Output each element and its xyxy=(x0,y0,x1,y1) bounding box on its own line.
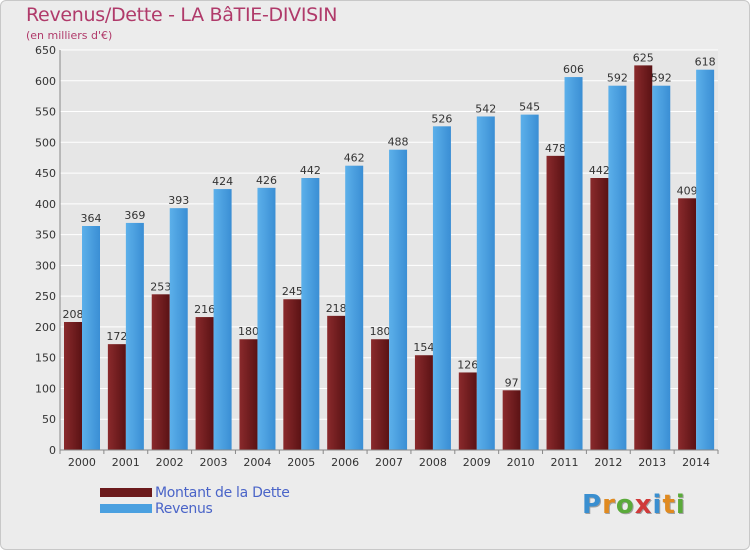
data-label-dette: 126 xyxy=(457,358,478,371)
bar-revenus xyxy=(301,178,320,450)
data-label-dette: 245 xyxy=(282,285,303,298)
y-tick-label: 150 xyxy=(35,352,56,365)
data-label-revenus: 364 xyxy=(81,212,102,225)
x-tick-label: 2014 xyxy=(682,456,710,469)
bar-dette xyxy=(151,294,170,450)
bar-dette xyxy=(590,178,609,450)
x-tick-label: 2004 xyxy=(243,456,271,469)
x-tick-label: 2010 xyxy=(507,456,535,469)
y-tick-label: 250 xyxy=(35,290,56,303)
x-tick-label: 2013 xyxy=(638,456,666,469)
proxiti-logo: Proxiti xyxy=(582,490,686,520)
x-tick-label: 2001 xyxy=(112,456,140,469)
bar-dette xyxy=(371,339,390,450)
data-label-revenus: 618 xyxy=(695,56,716,69)
y-tick-label: 600 xyxy=(35,75,56,88)
data-label-revenus: 426 xyxy=(256,174,277,187)
data-label-dette: 180 xyxy=(238,325,259,338)
x-tick-label: 2003 xyxy=(200,456,228,469)
bar-dette xyxy=(195,317,214,450)
data-label-revenus: 424 xyxy=(212,175,233,188)
y-tick-label: 550 xyxy=(35,106,56,119)
data-label-revenus: 545 xyxy=(519,101,540,114)
bar-revenus xyxy=(389,149,408,450)
bar-revenus xyxy=(520,114,539,450)
y-tick-label: 450 xyxy=(35,167,56,180)
legend-swatch-revenus xyxy=(100,504,152,513)
x-tick-label: 2006 xyxy=(331,456,359,469)
data-label-revenus: 442 xyxy=(300,164,321,177)
x-tick-label: 2011 xyxy=(550,456,578,469)
y-tick-label: 50 xyxy=(42,413,56,426)
y-tick-label: 100 xyxy=(35,382,56,395)
data-label-revenus: 526 xyxy=(431,112,452,125)
x-tick-label: 2009 xyxy=(463,456,491,469)
bar-dette xyxy=(107,344,126,450)
data-label-dette: 625 xyxy=(633,51,654,64)
bar-dette xyxy=(634,65,653,450)
chart-subtitle: (en milliers d'€) xyxy=(26,29,113,42)
bar-revenus xyxy=(345,165,364,450)
bar-dette xyxy=(414,355,433,450)
data-label-dette: 154 xyxy=(413,341,434,354)
bar-revenus xyxy=(257,187,276,450)
data-label-dette: 409 xyxy=(677,184,698,197)
data-label-revenus: 393 xyxy=(168,194,189,207)
bar-dette xyxy=(502,390,521,450)
data-label-dette: 218 xyxy=(326,302,347,315)
y-tick-label: 0 xyxy=(49,444,56,457)
y-tick-label: 400 xyxy=(35,198,56,211)
bar-revenus xyxy=(608,85,627,450)
x-tick-label: 2005 xyxy=(287,456,315,469)
data-label-revenus: 592 xyxy=(607,72,628,85)
legend-label-revenus: Revenus xyxy=(155,501,213,517)
data-label-revenus: 542 xyxy=(475,102,496,115)
y-tick-label: 300 xyxy=(35,259,56,272)
bar-revenus xyxy=(432,126,451,451)
data-label-dette: 216 xyxy=(194,303,215,316)
bar-dette xyxy=(327,315,346,450)
bar-dette xyxy=(458,372,477,450)
data-label-revenus: 488 xyxy=(388,136,409,149)
bar-dette xyxy=(678,198,697,450)
legend-swatch-dette xyxy=(100,488,152,497)
legend-label-dette: Montant de la Dette xyxy=(155,485,290,501)
bar-revenus xyxy=(213,189,232,451)
data-label-dette: 253 xyxy=(150,280,171,293)
x-tick-label: 2008 xyxy=(419,456,447,469)
bar-revenus xyxy=(696,69,715,450)
data-label-dette: 180 xyxy=(370,325,391,338)
data-label-dette: 478 xyxy=(545,142,566,155)
x-tick-label: 2012 xyxy=(594,456,622,469)
data-label-revenus: 462 xyxy=(344,152,365,165)
bar-dette xyxy=(64,322,82,450)
bar-dette xyxy=(546,155,565,450)
chart-title: Revenus/Dette - LA BâTIE-DIVISIN xyxy=(26,4,338,26)
data-label-revenus: 606 xyxy=(563,63,584,76)
bar-revenus xyxy=(82,226,100,450)
bar-revenus xyxy=(564,77,583,451)
y-tick-label: 500 xyxy=(35,136,56,149)
x-tick-label: 2002 xyxy=(156,456,184,469)
y-tick-label: 200 xyxy=(35,321,56,334)
bar-dette xyxy=(239,339,258,450)
bar-revenus xyxy=(169,208,188,450)
bar-revenus xyxy=(476,116,495,450)
data-label-dette: 172 xyxy=(106,330,127,343)
data-label-revenus: 592 xyxy=(651,72,672,85)
x-tick-label: 2007 xyxy=(375,456,403,469)
data-label-dette: 442 xyxy=(589,164,610,177)
data-label-dette: 208 xyxy=(63,308,84,321)
data-label-revenus: 369 xyxy=(124,209,145,222)
bar-revenus xyxy=(125,222,144,450)
data-label-dette: 97 xyxy=(505,376,519,389)
x-tick-label: 2000 xyxy=(68,456,96,469)
y-tick-label: 350 xyxy=(35,229,56,242)
bar-dette xyxy=(283,299,302,450)
bar-revenus xyxy=(652,85,671,450)
y-tick-label: 650 xyxy=(35,44,56,57)
